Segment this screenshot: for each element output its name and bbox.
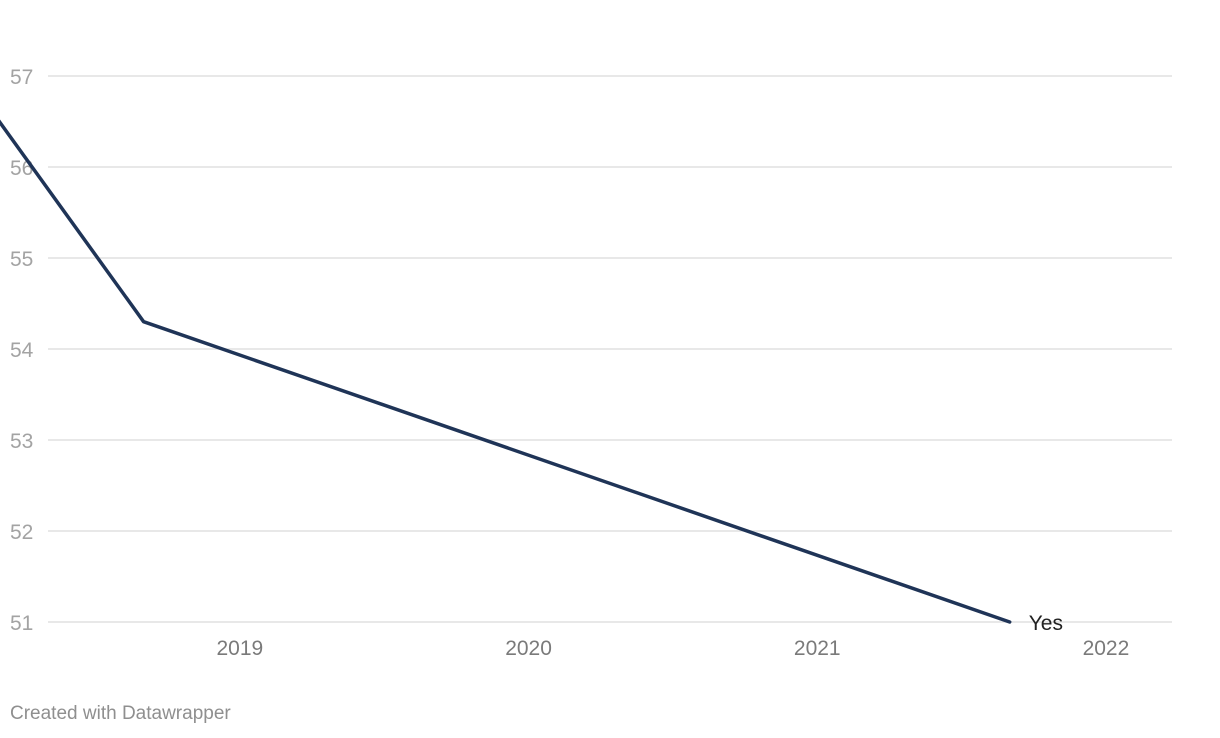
y-tick-label: 54 (10, 339, 34, 362)
x-tick-label: 2019 (216, 637, 263, 660)
y-axis: 51 52 53 54 55 56 57 (10, 66, 34, 635)
y-tick-label: 57 (10, 66, 33, 89)
x-axis: 2019 2020 2021 2022 (216, 637, 1129, 660)
y-tick-label: 55 (10, 248, 33, 271)
y-tick-label: 51 (10, 612, 33, 635)
x-tick-label: 2020 (505, 637, 552, 660)
gridlines (48, 75, 1172, 623)
x-tick-label: 2021 (794, 637, 841, 660)
series-label: Yes (1029, 612, 1063, 635)
series-line (0, 119, 1012, 624)
y-tick-label: 53 (10, 430, 33, 453)
footer-credit[interactable]: Created with Datawrapper (10, 703, 231, 724)
x-tick-label: 2022 (1083, 637, 1130, 660)
series-group: Yes (0, 119, 1063, 635)
y-tick-label: 52 (10, 521, 33, 544)
y-tick-label: 56 (10, 157, 33, 180)
